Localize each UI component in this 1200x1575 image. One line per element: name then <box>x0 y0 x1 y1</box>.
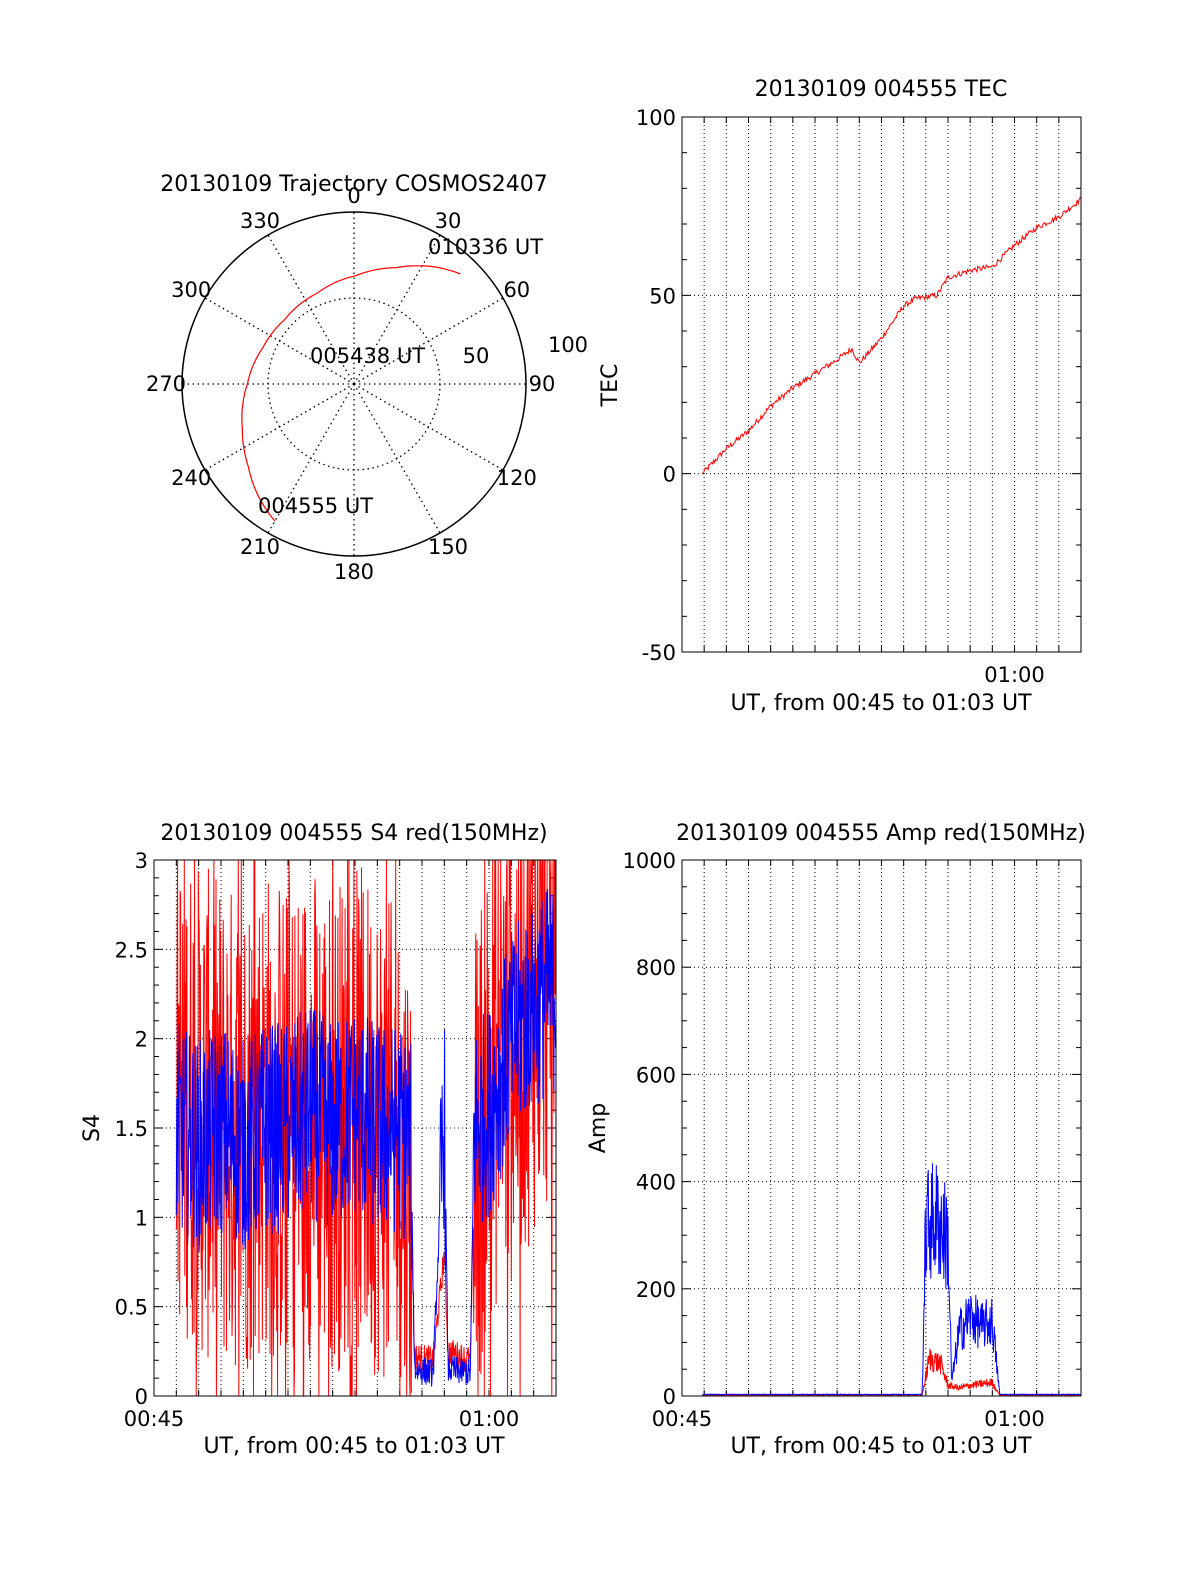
azimuth-label-300: 300 <box>171 278 211 302</box>
azimuth-label-210: 210 <box>240 535 280 559</box>
s4-y-tick-labels: 0 0.5 1 1.5 2 2.5 3 <box>115 849 148 1409</box>
amp-ytick-label: 0 <box>663 1385 676 1409</box>
tec-ylabel: TEC <box>598 364 623 408</box>
amp-series-blue <box>702 1163 1082 1396</box>
azimuth-label-60: 60 <box>503 278 530 302</box>
amp-panel: 20130109 004555 Amp red(150MHz) 0 200 400 6… <box>586 821 1086 1459</box>
tec-series <box>701 196 1081 475</box>
s4-ytick-label: 0.5 <box>115 1296 148 1320</box>
amp-ytick-label: 200 <box>636 1278 676 1302</box>
s4-panel: 20130109 004555 S4 red(150MHz) 0 0.5 1 1.5 2… <box>80 821 557 1459</box>
polar-spoke-240 <box>204 383 355 471</box>
tec-ytick-label: -50 <box>642 641 676 665</box>
tec-ytick-label: 0 <box>663 463 676 487</box>
s4-ytick-label: 2 <box>135 1028 148 1052</box>
polar-outer-circle <box>181 211 527 557</box>
tec-frame <box>681 116 1082 653</box>
s4-ytick-label: 2.5 <box>115 938 148 962</box>
azimuth-label-180: 180 <box>334 560 374 584</box>
s4-title: 20130109 004555 S4 red(150MHz) <box>160 821 547 846</box>
amp-x-tick-labels: 00:45 01:00 <box>652 1407 1045 1431</box>
polar-spoke-150 <box>353 383 441 534</box>
s4-x-tick-labels: 00:45 01:00 <box>124 1407 520 1431</box>
amp-xlabel: UT, from 00:45 to 01:03 UT <box>730 1434 1032 1459</box>
s4-series <box>175 859 557 1397</box>
s4-xtick-label: 01:00 <box>459 1407 520 1431</box>
tec-ytick-label: 50 <box>649 284 676 308</box>
polar-spoke-300 <box>204 297 355 385</box>
polar-spoke-60 <box>353 297 504 385</box>
amp-xtick-label: 01:00 <box>984 1407 1045 1431</box>
azimuth-label-330: 330 <box>240 209 280 233</box>
s4-ylabel: S4 <box>80 1114 105 1142</box>
polar-spoke-120 <box>353 383 504 471</box>
amp-y-tick-labels: 0 200 400 600 800 1000 <box>623 849 676 1409</box>
azimuth-label-120: 120 <box>497 466 537 490</box>
s4-series-blue <box>175 889 557 1387</box>
amp-xtick-label: 00:45 <box>652 1407 713 1431</box>
tec-ytick-label: 100 <box>636 106 676 130</box>
trajectory-polar-panel: 20130109 Trajectory COSMOS2407 0 30 60 90 12… <box>146 172 588 584</box>
track-start-label: 004555 UT <box>258 494 373 518</box>
s4-xtick-label: 00:45 <box>124 1407 185 1431</box>
amp-series-red <box>702 1348 1082 1397</box>
polar-grid <box>181 211 527 557</box>
s4-ytick-label: 0 <box>135 1385 148 1409</box>
amp-ytick-label: 800 <box>636 956 676 980</box>
azimuth-label-30: 30 <box>435 209 462 233</box>
ring-label-100: 100 <box>548 333 588 357</box>
tec-xlabel: UT, from 00:45 to 01:03 UT <box>730 691 1032 716</box>
amp-series <box>702 1163 1082 1397</box>
track-mid-label: 005438 UT <box>310 344 425 368</box>
amp-ytick-label: 600 <box>636 1063 676 1087</box>
amp-ytick-label: 400 <box>636 1171 676 1195</box>
amp-ytick-label: 1000 <box>623 849 676 873</box>
tec-title: 20130109 004555 TEC <box>755 77 1008 102</box>
s4-xlabel: UT, from 00:45 to 01:03 UT <box>203 1434 505 1459</box>
tec-y-tick-labels: -50 0 50 100 <box>636 106 676 665</box>
ring-label-50: 50 <box>463 344 490 368</box>
s4-ytick-label: 1 <box>135 1206 148 1230</box>
azimuth-label-90: 90 <box>529 372 556 396</box>
tec-panel: 20130109 004555 TEC -50 0 50 100 01:00 UT, … <box>598 77 1082 716</box>
polar-spoke-30 <box>353 234 441 385</box>
azimuth-label-0: 0 <box>347 184 360 208</box>
polar-spoke-210 <box>267 383 355 534</box>
amp-frame <box>681 859 1082 1397</box>
tec-x-tick-labels: 01:00 <box>984 663 1045 687</box>
azimuth-label-150: 150 <box>428 535 468 559</box>
s4-frame <box>153 859 557 1397</box>
s4-ytick-label: 3 <box>135 849 148 873</box>
azimuth-label-270: 270 <box>146 372 186 396</box>
amp-title: 20130109 004555 Amp red(150MHz) <box>676 821 1086 846</box>
amp-grid <box>682 860 1081 1396</box>
track-end-label: 010336 UT <box>428 235 543 259</box>
s4-ytick-label: 1.5 <box>115 1117 148 1141</box>
amp-ylabel: Amp <box>586 1103 611 1153</box>
azimuth-label-240: 240 <box>171 466 211 490</box>
tec-xtick-label: 01:00 <box>984 663 1045 687</box>
tec-grid <box>682 117 1081 652</box>
tec-series-red <box>701 196 1081 475</box>
polar-azimuth-labels: 0 30 60 90 120 150 180 210 240 270 300 330 <box>146 184 555 584</box>
trajectory-track <box>241 265 461 522</box>
polar-spoke-330 <box>267 234 355 385</box>
trajectory-title: 20130109 Trajectory COSMOS2407 <box>160 172 547 197</box>
